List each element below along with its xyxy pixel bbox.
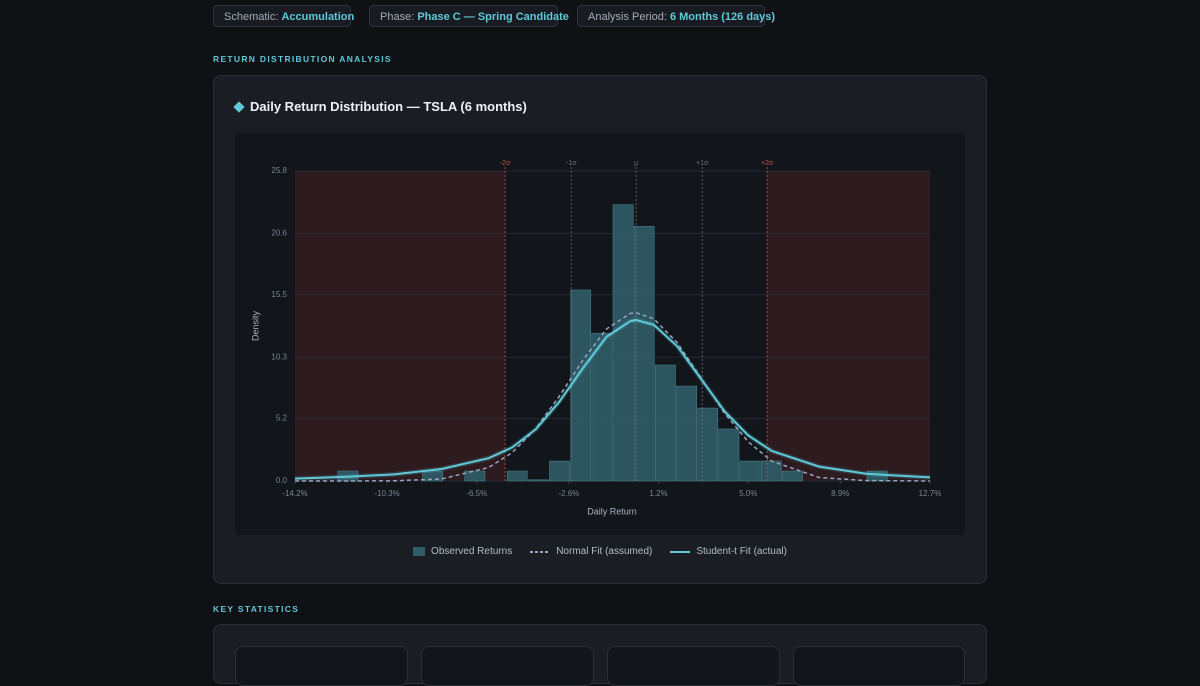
bar: [781, 470, 803, 482]
tail-region: [295, 171, 506, 481]
fit-curve: [295, 312, 931, 482]
legend-item: Normal Fit (assumed): [530, 546, 652, 557]
pill-value: Phase C — Spring Candidate: [417, 11, 569, 23]
bar: [676, 385, 698, 482]
chart-title: Daily Return Distribution — TSLA (6 mont…: [250, 99, 527, 114]
y-tick-label: 15.5: [271, 290, 287, 299]
legend-swatch: [413, 547, 426, 556]
fit-curve: [294, 318, 931, 480]
stat-box: [421, 646, 594, 686]
bar: [739, 460, 761, 482]
sigma-label: -1σ: [566, 160, 577, 167]
bar: [697, 407, 719, 482]
bar: [654, 364, 676, 482]
bar: [633, 225, 655, 482]
pill-label: Phase:: [380, 11, 415, 23]
sigma-label: μ: [634, 160, 638, 167]
y-tick-label: 5.2: [276, 414, 288, 423]
pill-label: Analysis Period:: [588, 11, 667, 23]
section-title: KEY STATISTICS: [213, 604, 300, 614]
pill-value: 6 Months (126 days): [669, 11, 776, 23]
legend-item: Observed Returns: [413, 546, 512, 557]
x-tick-label: -6.5%: [466, 489, 487, 498]
chart-header: Daily Return Distribution — TSLA (6 mont…: [233, 99, 527, 114]
y-tick-label: 0.0: [276, 476, 288, 485]
bar: [866, 470, 888, 482]
bar: [527, 479, 549, 482]
pill: Schematic: Accumulation: [213, 5, 355, 27]
legend-label: Student-t Fit (actual): [696, 546, 787, 557]
y-tick-label: 25.8: [271, 166, 287, 175]
pill-value: Accumulation: [281, 11, 355, 23]
y-tick-label: 10.3: [271, 352, 287, 361]
x-tick-label: -10.3%: [374, 489, 399, 498]
pill: Phase: Phase C — Spring Candidate: [369, 5, 569, 27]
bar: [718, 428, 740, 482]
y-axis-label: Density: [250, 310, 260, 341]
pill-label: Schematic:: [224, 11, 279, 23]
sigma-label: +2σ: [761, 160, 774, 167]
chart: Density Daily Return 0.0 5.2 10.3 15.5 20.6 2…: [250, 160, 942, 517]
stat-box: [793, 646, 965, 686]
sigma-label: -2σ: [500, 160, 511, 167]
bar: [591, 332, 613, 482]
x-axis-label: Daily Return: [587, 506, 637, 516]
legend-item: Student-t Fit (actual): [670, 546, 787, 557]
stat-box: [235, 646, 408, 686]
x-tick-label: 8.9%: [831, 489, 849, 498]
x-tick-label: 12.7%: [919, 489, 942, 498]
tail-region: [767, 171, 930, 481]
x-tick-label: 1.2%: [649, 489, 667, 498]
legend: Observed Returns Normal Fit (assumed) St…: [213, 546, 987, 557]
sigma-label: +1σ: [696, 160, 709, 167]
bar: [464, 470, 486, 482]
stat-box: [607, 646, 780, 686]
page: Schematic: Accumulation Phase: Phase C —…: [213, 5, 987, 686]
pill: Analysis Period: 6 Months (126 days): [577, 5, 775, 27]
bar: [612, 204, 634, 482]
legend-label: Normal Fit (assumed): [556, 546, 653, 557]
x-tick-label: 5.0%: [739, 489, 757, 498]
bar: [549, 460, 571, 482]
section-title: RETURN DISTRIBUTION ANALYSIS: [213, 54, 392, 64]
x-tick-label: -2.6%: [558, 489, 579, 498]
legend-swatch: [530, 550, 551, 553]
legend-label: Observed Returns: [431, 546, 513, 557]
bar: [422, 470, 444, 482]
legend-swatch: [670, 550, 691, 553]
bar: [506, 470, 528, 482]
diamond-icon: [233, 100, 245, 113]
y-tick-label: 20.6: [271, 229, 287, 238]
x-tick-label: -14.2%: [282, 489, 307, 498]
